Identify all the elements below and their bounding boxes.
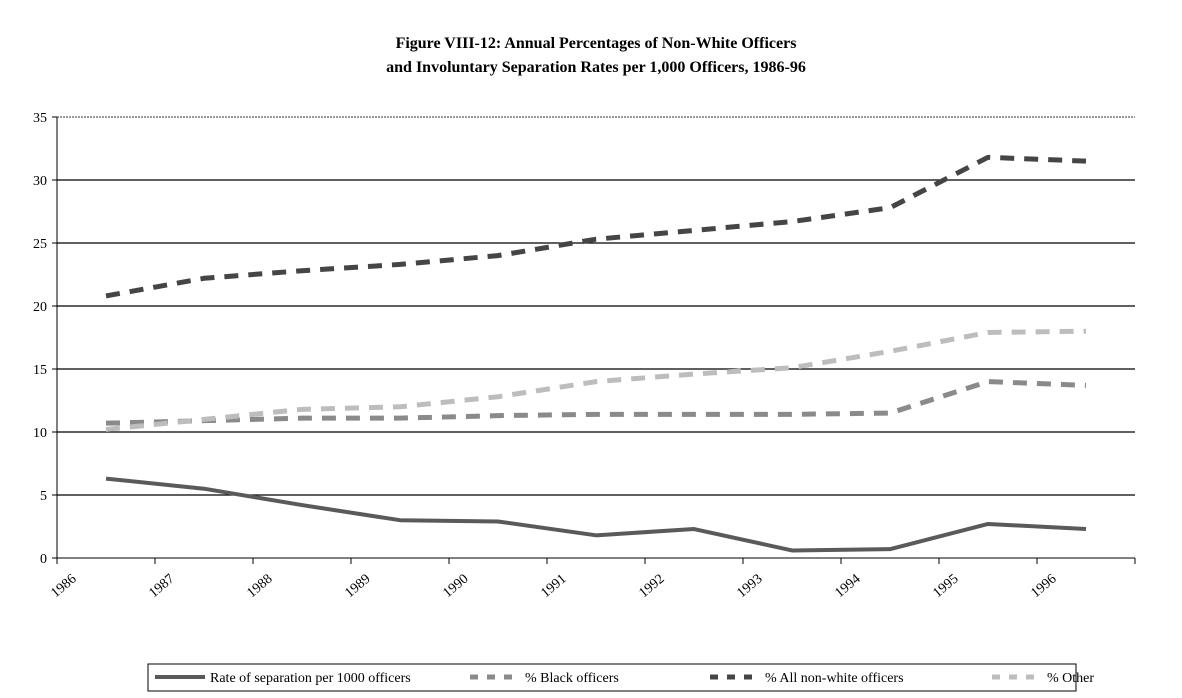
y-tick-label: 15 (33, 363, 47, 378)
x-tick-label: 1994 (832, 572, 863, 601)
legend-label: Rate of separation per 1000 officers (210, 671, 411, 686)
y-tick-label: 0 (40, 552, 47, 567)
legend-label: % All non-white officers (765, 671, 904, 686)
x-tick-label: 1993 (734, 572, 765, 601)
legend-label: % Other (1047, 671, 1094, 686)
y-tick-label: 35 (33, 111, 47, 126)
series-line (105, 476, 1087, 553)
chart-title: and Involuntary Separation Rates per 1,0… (386, 59, 806, 76)
legend-box (147, 663, 1077, 692)
y-tick-label: 10 (33, 426, 47, 441)
x-tick-label: 1986 (48, 572, 79, 601)
x-tick-label: 1990 (440, 572, 471, 601)
series-line (105, 379, 1087, 426)
y-tick-label: 20 (33, 300, 47, 315)
y-tick-label: 30 (33, 174, 47, 189)
x-tick-label: 1996 (1028, 572, 1059, 601)
x-tick-label: 1989 (342, 572, 373, 601)
x-tick-label: 1988 (244, 572, 275, 601)
x-tick-label: 1987 (146, 572, 177, 601)
chart-title: Figure VIII-12: Annual Percentages of No… (396, 35, 797, 52)
legend-label: % Black officers (525, 671, 619, 686)
x-tick-label: 1991 (538, 572, 569, 601)
y-tick-label: 25 (33, 237, 47, 252)
x-tick-label: 1995 (930, 572, 961, 601)
series-line (105, 328, 1087, 432)
y-tick-label: 5 (40, 489, 47, 504)
x-tick-label: 1992 (636, 572, 667, 601)
series-line (105, 154, 1087, 299)
